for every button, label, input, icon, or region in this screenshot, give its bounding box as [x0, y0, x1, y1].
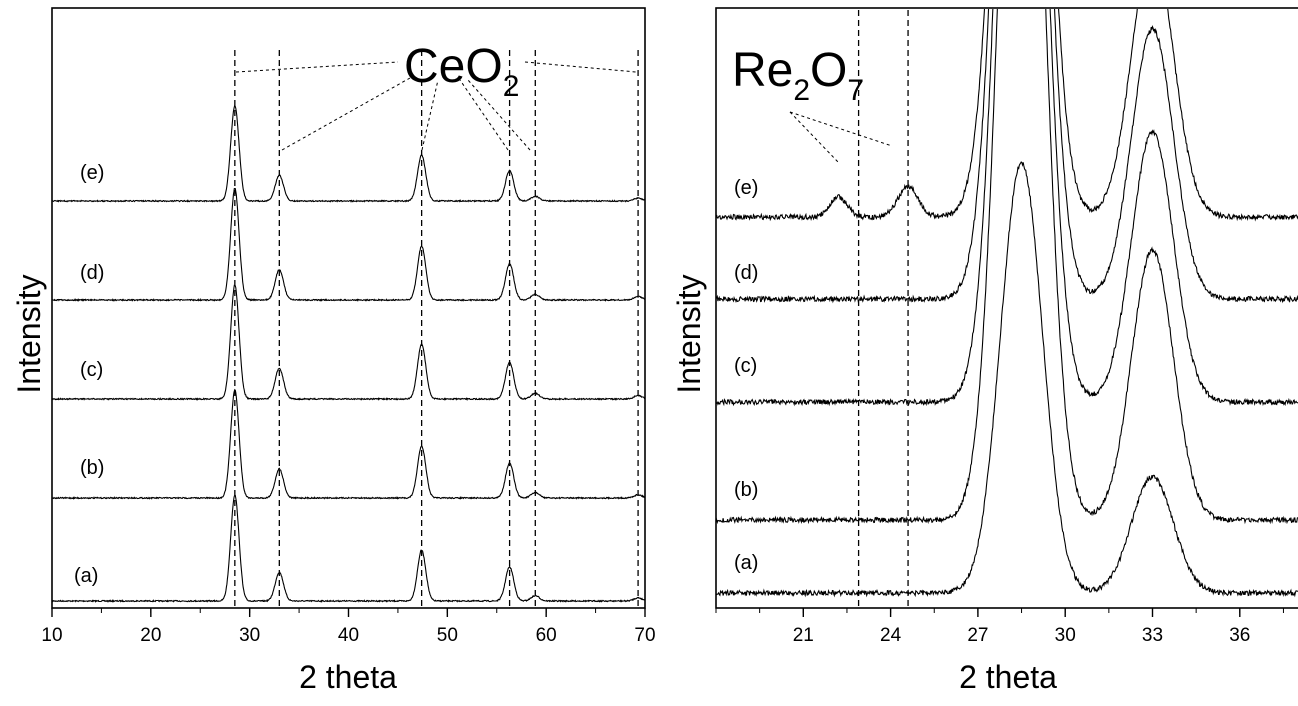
right-curves [716, 9, 1298, 598]
right-x-tick-label: 21 [793, 625, 814, 646]
left-x-tick-label: 30 [239, 625, 260, 646]
left-label-b: (b) [80, 457, 104, 479]
right-series-line [716, 9, 1298, 304]
right-annotation-re2o7: Re2O7 [732, 44, 864, 107]
left-x-tick-label: 60 [536, 625, 557, 646]
right-y-axis-title: Intensity [671, 274, 707, 393]
right-label-c: (c) [734, 355, 757, 377]
left-annotation-leader [235, 61, 399, 73]
left-x-axis-title: 2 theta [299, 659, 397, 695]
right-panel: 21 24 27 30 33 36 (e) (d) (c) (b) (a) Re2O7 2… [671, 7, 1298, 695]
right-x-tick-label: 30 [1055, 625, 1076, 646]
left-label-c: (c) [80, 359, 103, 381]
left-x-ticks: 10 20 30 40 50 60 70 [41, 608, 656, 646]
left-series-line [51, 284, 646, 402]
right-annotation-leader [789, 111, 893, 147]
left-annotation-leader [281, 77, 411, 151]
right-series-line [716, 9, 1298, 525]
left-label-a: (a) [74, 565, 98, 587]
right-label-a: (a) [734, 552, 758, 574]
left-annotation-leader [459, 79, 509, 151]
right-x-tick-label: 24 [880, 625, 902, 646]
left-annotation-ceo2: CeO2 [404, 40, 519, 103]
right-label-b: (b) [734, 479, 758, 501]
left-x-tick-label: 10 [41, 625, 62, 646]
left-series-line [51, 104, 646, 203]
left-x-tick-label: 40 [338, 625, 359, 646]
left-panel: 10 20 30 40 50 60 70 (e) (d) (c) (b) (a) CeO2 … [11, 7, 656, 695]
left-x-tick-label: 70 [634, 625, 655, 646]
right-x-axis-title: 2 theta [959, 659, 1057, 695]
left-label-e: (e) [80, 162, 104, 184]
left-series-line [51, 187, 646, 302]
left-reference-lines [234, 50, 639, 608]
left-plot-frame [51, 7, 646, 609]
right-x-tick-label: 27 [967, 625, 988, 646]
right-label-d: (d) [734, 262, 758, 284]
right-label-e: (e) [734, 177, 758, 199]
right-x-tick-label: 36 [1229, 625, 1250, 646]
right-plot-frame [715, 7, 1298, 609]
right-x-tick-label: 33 [1142, 625, 1163, 646]
left-label-d: (d) [80, 262, 104, 284]
right-x-ticks: 21 24 27 30 33 36 [715, 608, 1284, 646]
right-series-line [716, 9, 1298, 222]
left-series-line [51, 388, 646, 500]
right-series-line [716, 161, 1298, 598]
left-x-tick-label: 20 [140, 625, 161, 646]
right-series-line [716, 9, 1298, 407]
left-curves [51, 104, 646, 603]
left-series-line [51, 494, 646, 603]
left-y-axis-title: Intensity [11, 274, 47, 393]
left-annotation-leader [524, 61, 637, 73]
left-x-tick-label: 50 [437, 625, 458, 646]
right-annotation-leaders [789, 111, 893, 163]
left-annotation-leaders [235, 61, 637, 151]
